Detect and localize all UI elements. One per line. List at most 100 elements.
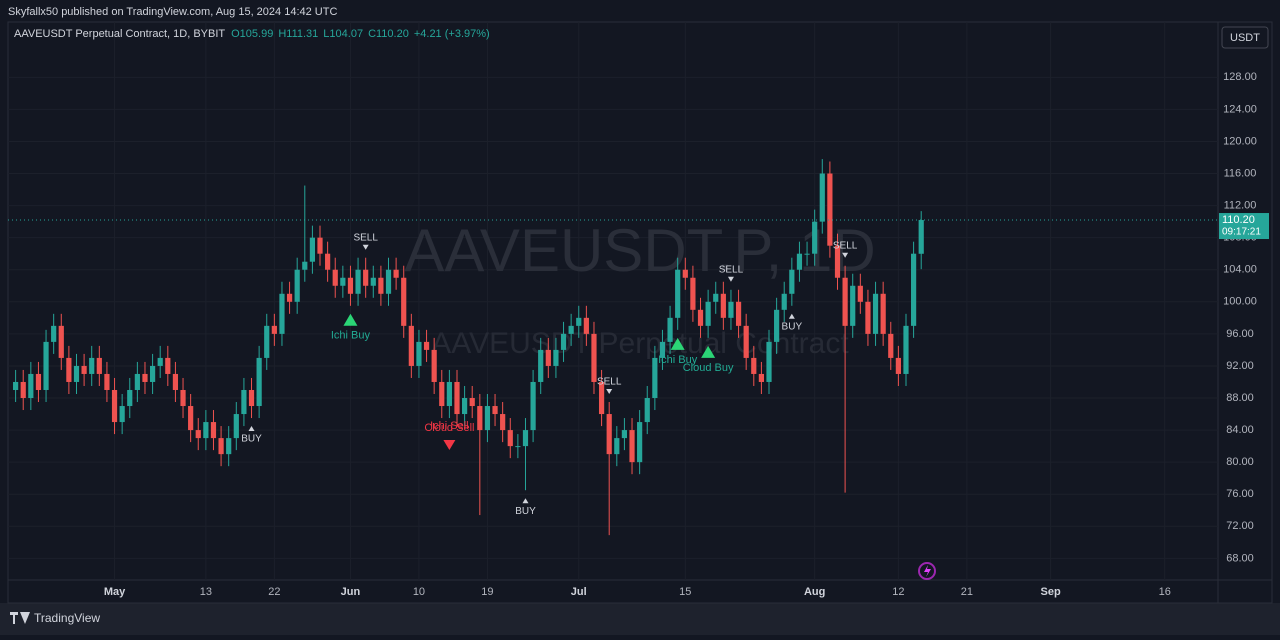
candle-body: [789, 269, 795, 294]
candle-body: [781, 293, 787, 310]
watermark-title: AAVEUSDT.P, 1D: [404, 217, 875, 284]
candle-body: [637, 422, 643, 463]
candle-body: [279, 293, 285, 334]
candle-body: [751, 357, 757, 374]
y-tick-label: 68.00: [1226, 552, 1254, 564]
candle-body: [614, 438, 620, 455]
candle-body: [827, 173, 833, 246]
signal-label: BUY: [782, 321, 803, 332]
candle-body: [507, 430, 513, 447]
currency-box[interactable]: [1221, 26, 1269, 49]
candle-body: [659, 341, 666, 358]
candle-body: [850, 285, 856, 326]
candle-body: [598, 381, 605, 415]
y-tick-label: 80.00: [1226, 456, 1254, 468]
candle-body: [294, 269, 300, 302]
candle-body: [766, 341, 772, 382]
signal-label: SELL: [833, 240, 858, 251]
candle-body: [560, 333, 567, 350]
candle-body: [918, 220, 924, 254]
candle-body: [522, 430, 529, 447]
countdown: 09:17:21: [1222, 227, 1261, 238]
legend-values: O105.99 H111.31 L104.07 C110.20 +4.21 (+3.97…: [231, 28, 490, 40]
candle-body: [454, 381, 460, 415]
x-tick-label: Sep: [1040, 586, 1060, 598]
candle-body: [58, 325, 64, 358]
candle-body: [393, 269, 399, 278]
candle-body: [446, 381, 452, 407]
signal-arrow: [248, 426, 255, 432]
signal-label: Ichi Buy: [658, 354, 698, 366]
signal-triangle: [343, 313, 358, 326]
candle-body: [66, 357, 72, 382]
x-tick-label: Aug: [804, 586, 825, 598]
x-tick-label: 22: [268, 586, 280, 598]
candle-body: [332, 269, 338, 286]
candle-body: [89, 357, 95, 374]
candle-body: [872, 293, 879, 334]
y-tick-label: 88.00: [1226, 392, 1254, 404]
candle-body: [20, 381, 26, 399]
candle-body: [423, 341, 430, 350]
x-tick-label: 12: [892, 586, 904, 598]
signal-arrow: [606, 389, 613, 395]
candle-body: [796, 253, 803, 270]
candle-body: [545, 349, 551, 366]
y-tick-label: 128.00: [1223, 71, 1257, 83]
footer-logo: [10, 612, 30, 624]
candle-body: [553, 349, 559, 366]
chart-frame: [7, 21, 1273, 604]
footer-bar: [0, 603, 1280, 635]
y-tick-label: 92.00: [1226, 360, 1254, 372]
candle-body: [720, 293, 726, 318]
candle-body: [462, 398, 468, 415]
candle-body: [347, 277, 354, 294]
candle-body: [256, 357, 262, 407]
candle-body: [264, 325, 270, 358]
legend-value: O105.99: [231, 28, 273, 40]
y-tick-label: 96.00: [1226, 328, 1254, 340]
candle-body: [172, 373, 179, 390]
candle-body: [401, 277, 407, 326]
event-icon[interactable]: [918, 562, 936, 580]
currency[interactable]: USDT: [1230, 32, 1260, 44]
candle-body: [538, 349, 544, 382]
candle-body: [134, 373, 140, 390]
candle-body: [568, 325, 574, 334]
x-tick-label: 10: [413, 586, 425, 598]
y-tick-label: 72.00: [1226, 520, 1254, 532]
last-price-tag: [1219, 213, 1269, 240]
legend-change: +4.21 (+3.97%): [414, 28, 490, 40]
candle-body: [96, 357, 102, 374]
candle-body: [842, 277, 848, 326]
candle-body: [13, 381, 19, 390]
candle-body: [165, 357, 171, 374]
candle-body: [370, 277, 376, 286]
candle-body: [203, 422, 209, 439]
candle-body: [682, 269, 688, 278]
candle-body: [606, 414, 612, 455]
candle-body: [142, 373, 148, 382]
candle-body: [340, 277, 346, 286]
x-tick-label: 13: [200, 586, 212, 598]
candle-body: [218, 438, 224, 455]
candle-body: [675, 269, 681, 318]
candle-body: [667, 317, 673, 342]
candle-body: [735, 301, 742, 326]
candle-body: [515, 446, 521, 448]
candle-body: [317, 237, 323, 254]
candle-body: [325, 253, 331, 270]
signal-arrow: [727, 276, 734, 282]
footer-brand: TradingView: [34, 611, 100, 625]
candle-body: [28, 373, 34, 399]
header: Skyfallx50 published on TradingView.com,…: [8, 6, 337, 18]
signal-label: BUY: [515, 506, 536, 517]
last-price-label: 110.20: [1222, 214, 1255, 226]
candle-body: [363, 269, 369, 286]
signal-label: SELL: [719, 264, 744, 275]
signal-triangle: [701, 345, 716, 358]
candle-body: [774, 309, 780, 342]
signal-arrow: [842, 252, 849, 258]
